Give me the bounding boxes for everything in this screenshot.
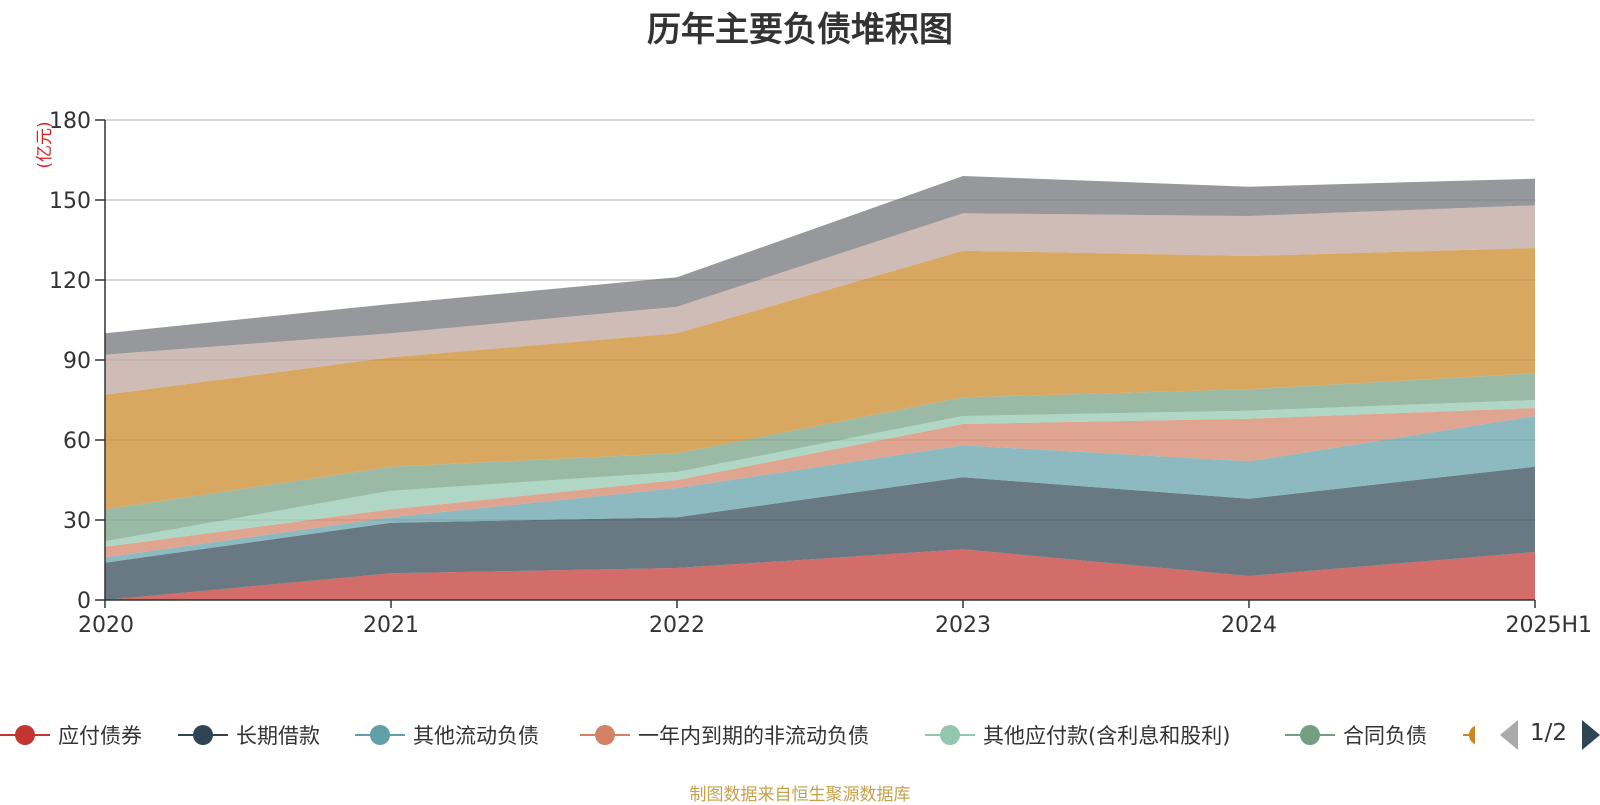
axes: 0 30 60 90 120 150 180 2020 2021 2022 2023 2024 2025… — [49, 109, 1592, 638]
legend-label: 其他流动负债 — [413, 724, 539, 748]
x-tick-label: 2024 — [1221, 613, 1277, 638]
data-source-note: 制图数据来自恒生聚源数据库 — [689, 785, 911, 805]
legend-next-page-icon[interactable] — [1582, 720, 1600, 750]
y-tick-label: 180 — [49, 109, 91, 134]
x-tick-label: 2025H1 — [1505, 613, 1592, 638]
legend-item-1[interactable]: 长期借款 — [178, 715, 320, 755]
area-series-0 — [105, 549, 1535, 600]
legend-label: 长期借款 — [236, 724, 320, 748]
legend-item-2[interactable]: 其他流动负债 — [355, 715, 539, 755]
legend-label: 应付债券 — [58, 724, 142, 748]
legend-prev-page-icon[interactable] — [1500, 720, 1518, 750]
legend-item-5[interactable]: 合同负债 — [1285, 715, 1427, 755]
area-series-7 — [105, 205, 1535, 395]
legend-label: 其他应付款(含利息和股利) — [983, 724, 1231, 748]
area-series-8 — [105, 176, 1535, 355]
legend-marker-icon — [1285, 715, 1335, 755]
legend-page-indicator: 1/2 — [1530, 720, 1568, 746]
area-series-2 — [105, 416, 1535, 563]
x-tick-label: 2021 — [363, 613, 419, 638]
y-axis-unit-label: (亿元) — [35, 121, 55, 168]
y-tick-label: 90 — [63, 349, 91, 374]
y-tick-label: 150 — [49, 189, 91, 214]
legend-label: 一年内到期的非流动负债 — [638, 724, 869, 748]
y-tick-label: 60 — [63, 429, 91, 454]
legend-marker-icon — [925, 715, 975, 755]
y-tick-label: 120 — [49, 269, 91, 294]
chart-title: 历年主要负债堆积图 — [647, 10, 953, 50]
legend-item-4[interactable]: 其他应付款(含利息和股利) — [925, 715, 1230, 755]
area-series-layer — [105, 176, 1535, 600]
x-tick-label: 2022 — [649, 613, 705, 638]
y-tick-label: 30 — [63, 509, 91, 534]
area-series-1 — [105, 466, 1535, 600]
legend-label: 合同负债 — [1343, 724, 1427, 748]
legend-item-clipped[interactable] — [1463, 718, 1475, 752]
x-tick-label: 2020 — [78, 613, 134, 638]
area-series-3 — [105, 408, 1535, 558]
legend-item-0[interactable]: 应付债券 — [0, 715, 142, 755]
legend: 应付债券 长期借款 其他流动负债 一年内到期的非流动负债 其他应付款(含利息和股利) 合同… — [0, 715, 1600, 755]
legend-marker-icon — [580, 715, 630, 755]
legend-marker-icon — [178, 715, 228, 755]
area-series-5 — [105, 373, 1535, 542]
x-tick-label: 2023 — [935, 613, 991, 638]
legend-marker-icon — [355, 715, 405, 755]
area-series-6 — [105, 248, 1535, 510]
legend-dot-icon — [1469, 725, 1475, 745]
legend-item-3[interactable]: 一年内到期的非流动负债 — [580, 715, 869, 755]
legend-marker-icon — [0, 715, 50, 755]
y-tick-label: 0 — [77, 589, 91, 614]
stacked-area-chart: 0 30 60 90 120 150 180 2020 2021 2022 2023 2024 2025… — [35, 109, 1592, 638]
